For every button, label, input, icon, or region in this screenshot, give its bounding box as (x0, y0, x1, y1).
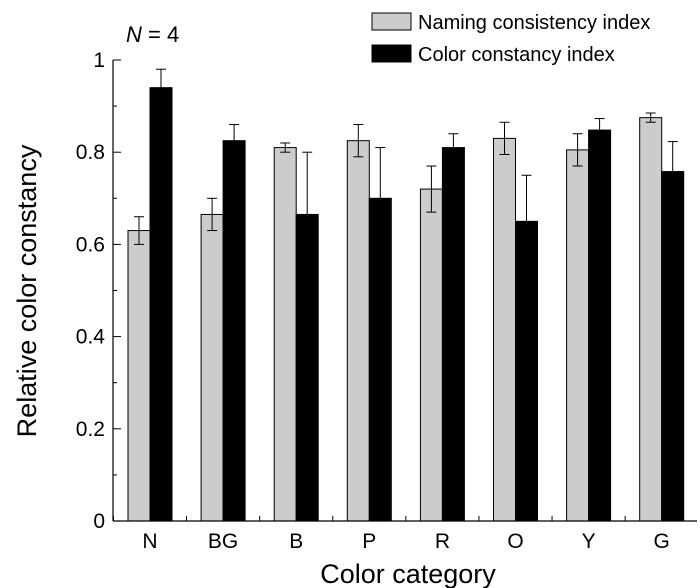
y-tick-label-2: 0.4 (76, 326, 106, 349)
y-tick-label-5: 1 (93, 49, 105, 72)
y-tick-label-3: 0.6 (76, 233, 105, 256)
x-tick-label-o: O (507, 530, 523, 553)
axes-layer: N BG B P R O Y G 0 0.2 0.4 0.6 0.8 1 (76, 49, 697, 553)
bar-naming-consistency-r (419, 188, 443, 522)
sample-size-annotation: N = 4 (126, 22, 179, 47)
bars-layer (127, 68, 685, 522)
x-axis-title: Color category (320, 559, 496, 588)
legend: Naming consistency index Color constancy… (371, 12, 650, 66)
bar-naming-consistency-p (346, 140, 370, 522)
bar-color-constancy-y (588, 129, 612, 522)
bar-color-constancy-o (515, 220, 538, 522)
y-axis-title: Relative color constancy (12, 144, 42, 437)
y-tick-label-1: 0.2 (76, 418, 105, 441)
legend-label-naming-consistency: Naming consistency index (418, 12, 650, 34)
x-tick-label-n: N (142, 530, 157, 553)
y-tick-label-0: 0 (93, 510, 105, 533)
x-tick-label-b: B (289, 530, 303, 553)
bar-color-constancy-g (661, 171, 685, 522)
bar-naming-consistency-g (639, 117, 663, 522)
x-tick-label-p: P (362, 530, 376, 553)
bar-color-constancy-n (149, 87, 173, 522)
x-tick-label-bg: BG (208, 530, 238, 553)
bar-naming-consistency-b (273, 147, 297, 522)
x-tick-label-y: Y (582, 530, 596, 553)
bar-color-constancy-b (295, 213, 319, 522)
y-tick-label-4: 0.8 (76, 141, 105, 164)
legend-swatch-naming-consistency (371, 12, 412, 31)
legend-label-color-constancy: Color constancy index (418, 44, 615, 66)
x-tick-label-r: R (435, 530, 450, 553)
bar-color-constancy-r (441, 147, 465, 522)
bar-naming-consistency-n (127, 230, 151, 522)
legend-swatch-color-constancy (371, 44, 412, 63)
bar-color-constancy-bg (222, 140, 246, 522)
x-tick-label-g: G (654, 530, 670, 553)
bar-naming-consistency-o (493, 137, 516, 522)
bar-color-constancy-p (368, 197, 392, 522)
bar-naming-consistency-bg (200, 213, 224, 522)
bar-naming-consistency-y (566, 149, 590, 522)
